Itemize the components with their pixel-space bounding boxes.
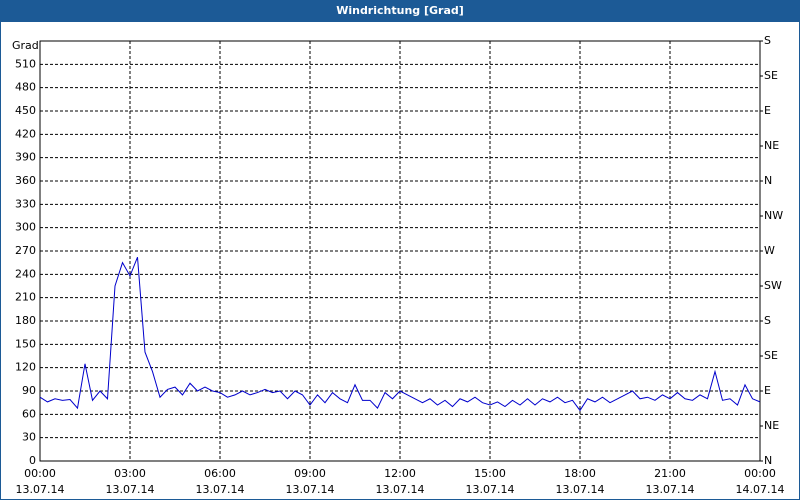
y-tick-label: 270: [15, 244, 36, 257]
title-bar: [0, 0, 800, 22]
y2-tick-label: W: [764, 244, 775, 257]
y-tick-label: 300: [15, 221, 36, 234]
y-tick-label: 360: [15, 174, 36, 187]
y-tick-label: 450: [15, 104, 36, 117]
x-tick-label: 21:00: [654, 467, 686, 480]
y2-tick-label: S: [764, 34, 771, 47]
y-tick-label: 150: [15, 337, 36, 350]
x-tick-date: 13.07.14: [646, 483, 695, 496]
y2-tick-label: N: [764, 174, 772, 187]
y-tick-label: 390: [15, 151, 36, 164]
y2-tick-label: SE: [764, 69, 778, 82]
y-tick-label: 240: [15, 267, 36, 280]
y-tick-label: 510: [15, 57, 36, 70]
y2-tick-label: E: [764, 104, 771, 117]
y2-tick-label: SW: [764, 279, 782, 292]
plot-border: [39, 40, 761, 462]
x-tick-date: 13.07.14: [196, 483, 245, 496]
x-tick-date: 14.07.14: [736, 483, 785, 496]
y-tick-label: 0: [29, 454, 36, 467]
chart-title: Windrichtung [Grad]: [336, 4, 464, 17]
x-tick-date: 13.07.14: [286, 483, 335, 496]
y2-tick-label: N: [764, 454, 772, 467]
x-tick-date: 13.07.14: [466, 483, 515, 496]
y-tick-label: 90: [22, 384, 36, 397]
y2-tick-label: SE: [764, 349, 778, 362]
x-tick-label: 03:00: [114, 467, 146, 480]
y-tick-label: 480: [15, 81, 36, 94]
x-tick-date: 13.07.14: [16, 483, 65, 496]
y2-tick-label: S: [764, 314, 771, 327]
y-tick-label: 120: [15, 361, 36, 374]
x-tick-label: 06:00: [204, 467, 236, 480]
y-tick-label: 180: [15, 314, 36, 327]
y2-tick-label: NE: [764, 139, 779, 152]
y-tick-label: 210: [15, 291, 36, 304]
y-tick-label: 330: [15, 197, 36, 210]
x-tick-date: 13.07.14: [106, 483, 155, 496]
x-tick-date: 13.07.14: [376, 483, 425, 496]
x-tick-date: 13.07.14: [556, 483, 605, 496]
x-tick-label: 18:00: [564, 467, 596, 480]
y-tick-label: 30: [22, 431, 36, 444]
x-tick-label: 15:00: [474, 467, 506, 480]
x-tick-label: 09:00: [294, 467, 326, 480]
y2-tick-label: E: [764, 384, 771, 397]
x-tick-label: 12:00: [384, 467, 416, 480]
x-tick-label: 00:00: [24, 467, 56, 480]
y2-tick-label: NE: [764, 419, 779, 432]
data-line: [39, 257, 761, 412]
y-axis-label: Grad: [12, 39, 39, 52]
y2-tick-label: NW: [764, 209, 783, 222]
y-tick-label: 60: [22, 407, 36, 420]
x-tick-label: 00:00: [744, 467, 776, 480]
y-tick-label: 420: [15, 127, 36, 140]
